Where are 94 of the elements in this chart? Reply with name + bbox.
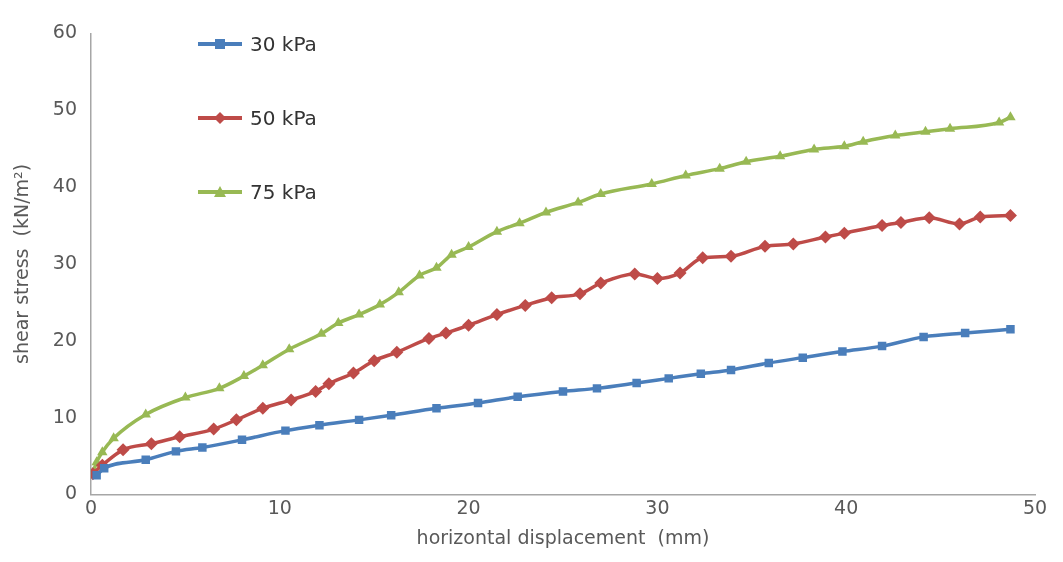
point xyxy=(446,248,457,258)
point xyxy=(650,272,664,285)
legend-label: 75 kPa xyxy=(250,180,317,204)
point xyxy=(594,276,608,290)
point xyxy=(724,249,738,263)
y-tick-label: 40 xyxy=(52,174,77,196)
x-tick-label: 10 xyxy=(267,495,292,518)
x-tick-label: 20 xyxy=(456,495,481,518)
point xyxy=(545,291,559,305)
point xyxy=(1006,324,1015,334)
point xyxy=(390,345,404,359)
y-tick-label: 60 xyxy=(52,20,77,43)
point xyxy=(922,211,936,225)
point xyxy=(281,426,290,435)
point xyxy=(944,122,956,132)
point xyxy=(758,239,772,253)
point xyxy=(439,326,453,340)
point xyxy=(890,129,901,139)
point xyxy=(207,422,221,436)
point xyxy=(414,269,425,279)
point xyxy=(108,432,119,442)
point xyxy=(646,177,657,187)
point xyxy=(875,218,889,232)
point xyxy=(116,443,130,457)
point xyxy=(632,378,641,388)
point xyxy=(322,377,336,391)
point xyxy=(973,210,987,224)
point xyxy=(894,215,908,229)
y-tick-label: 0 xyxy=(64,481,77,504)
point xyxy=(173,430,187,444)
x-tick-label: 0 xyxy=(84,495,98,518)
y-tick-label: 50 xyxy=(52,97,77,120)
x-tick-label: 50 xyxy=(1022,495,1048,518)
y-axis-title: shear stress (kN/m²) xyxy=(10,163,33,364)
point xyxy=(141,455,150,465)
point xyxy=(171,447,181,456)
point xyxy=(558,387,568,396)
legend-label: 50 kPa xyxy=(250,106,317,130)
point xyxy=(540,206,552,216)
point xyxy=(857,135,869,145)
point xyxy=(818,230,832,244)
point xyxy=(664,374,673,383)
x-tick-label: 40 xyxy=(834,495,859,518)
point xyxy=(309,384,323,398)
point xyxy=(462,318,476,332)
point xyxy=(798,353,808,362)
point xyxy=(333,317,344,327)
point xyxy=(673,266,687,280)
point xyxy=(837,226,851,240)
point xyxy=(284,343,295,353)
point xyxy=(432,404,441,413)
point xyxy=(513,392,522,402)
point xyxy=(993,116,1005,126)
x-tick-label: 30 xyxy=(645,495,670,518)
point xyxy=(838,347,847,356)
y-tick-label: 20 xyxy=(52,327,77,350)
point xyxy=(573,287,587,301)
point xyxy=(696,251,710,265)
legend-label: 30 kPa xyxy=(250,32,317,56)
point xyxy=(422,331,436,345)
point xyxy=(774,150,786,160)
point xyxy=(393,286,404,296)
point xyxy=(180,391,191,401)
y-tick-label: 30 xyxy=(52,250,77,273)
point xyxy=(198,443,207,452)
point xyxy=(284,393,298,407)
point xyxy=(572,196,584,206)
point xyxy=(346,366,360,380)
point xyxy=(144,437,158,451)
point xyxy=(316,327,327,337)
point xyxy=(367,354,381,368)
point xyxy=(490,308,504,322)
point xyxy=(229,413,243,427)
point xyxy=(808,143,820,153)
point xyxy=(839,140,850,150)
point xyxy=(786,237,800,251)
point xyxy=(628,267,642,281)
point xyxy=(315,421,324,430)
point xyxy=(99,464,109,473)
point xyxy=(514,217,525,227)
point xyxy=(386,411,396,420)
point xyxy=(952,217,966,231)
y-tick-label: 10 xyxy=(52,404,77,427)
point xyxy=(919,332,928,342)
point xyxy=(256,401,270,415)
x-axis-title: horizontal displacement (mm) xyxy=(416,525,710,548)
point xyxy=(97,446,108,456)
point xyxy=(592,384,602,393)
point xyxy=(680,169,691,179)
point xyxy=(1003,209,1017,222)
point xyxy=(714,162,725,172)
point xyxy=(518,298,532,312)
point xyxy=(740,155,752,165)
point xyxy=(920,125,931,135)
